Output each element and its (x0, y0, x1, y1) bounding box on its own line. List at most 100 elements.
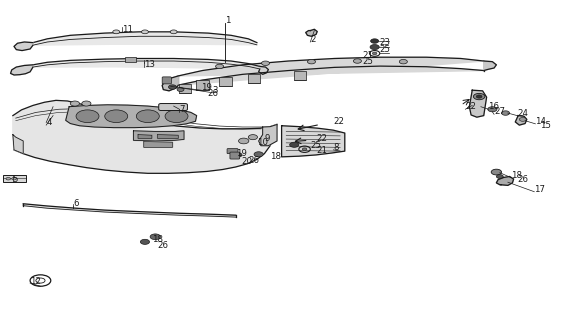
Bar (196, 80, 209, 90)
Circle shape (170, 30, 177, 34)
Text: 25: 25 (310, 141, 321, 150)
Circle shape (70, 101, 80, 106)
Bar (179, 84, 192, 93)
Circle shape (76, 110, 99, 123)
FancyBboxPatch shape (162, 77, 171, 84)
Polygon shape (496, 177, 514, 185)
Polygon shape (10, 65, 33, 75)
Bar (219, 77, 231, 86)
Circle shape (141, 30, 148, 34)
Polygon shape (33, 32, 257, 45)
Polygon shape (13, 100, 277, 173)
Bar (125, 57, 136, 62)
Circle shape (488, 107, 497, 112)
Circle shape (6, 178, 10, 180)
Polygon shape (13, 135, 23, 154)
Text: 27: 27 (494, 107, 505, 116)
Circle shape (150, 234, 160, 240)
Text: 2: 2 (310, 35, 316, 44)
Text: 26: 26 (158, 241, 168, 250)
Text: 4: 4 (46, 118, 52, 127)
Circle shape (519, 117, 526, 121)
Text: 22: 22 (466, 102, 477, 111)
Text: 22: 22 (334, 117, 344, 126)
Text: 1: 1 (226, 16, 231, 25)
Bar (294, 70, 306, 80)
Polygon shape (258, 124, 277, 146)
Polygon shape (23, 204, 235, 217)
Polygon shape (306, 29, 317, 36)
Polygon shape (66, 105, 197, 128)
FancyBboxPatch shape (230, 152, 239, 159)
Text: 16: 16 (488, 102, 499, 111)
Circle shape (308, 60, 316, 64)
Text: 19: 19 (201, 83, 212, 92)
FancyBboxPatch shape (2, 175, 25, 181)
Text: 22: 22 (316, 134, 327, 143)
Circle shape (261, 61, 269, 66)
FancyBboxPatch shape (159, 104, 188, 110)
Polygon shape (158, 135, 178, 139)
Text: 10: 10 (257, 138, 268, 147)
Polygon shape (33, 59, 260, 69)
Text: 25: 25 (362, 57, 373, 66)
Circle shape (12, 178, 16, 180)
Text: 26: 26 (248, 156, 259, 164)
Polygon shape (138, 135, 152, 139)
Circle shape (140, 239, 149, 244)
Polygon shape (133, 131, 184, 141)
Circle shape (254, 152, 263, 157)
Polygon shape (282, 126, 345, 157)
Circle shape (370, 39, 379, 43)
Text: 3: 3 (213, 86, 218, 95)
Polygon shape (258, 67, 268, 74)
Circle shape (302, 148, 307, 150)
Text: 9: 9 (264, 134, 270, 143)
Text: 12: 12 (30, 277, 41, 286)
Text: 26: 26 (517, 175, 528, 184)
Circle shape (105, 110, 128, 123)
Circle shape (165, 110, 188, 123)
Circle shape (372, 52, 377, 55)
Circle shape (113, 30, 119, 34)
Text: 18: 18 (511, 171, 522, 180)
Polygon shape (515, 116, 527, 125)
Text: 18: 18 (152, 236, 163, 244)
Circle shape (491, 169, 501, 175)
Circle shape (370, 44, 379, 50)
Text: 8: 8 (334, 143, 339, 152)
Circle shape (501, 111, 509, 115)
Circle shape (496, 175, 503, 178)
Circle shape (399, 60, 407, 64)
Text: 14: 14 (535, 117, 546, 126)
Text: 5: 5 (13, 174, 18, 184)
Polygon shape (144, 142, 173, 147)
Circle shape (476, 95, 482, 98)
Text: 26: 26 (207, 89, 218, 98)
Text: 6: 6 (73, 199, 78, 208)
Circle shape (216, 64, 224, 69)
Polygon shape (469, 90, 486, 117)
Polygon shape (162, 76, 178, 91)
Circle shape (290, 142, 299, 147)
Circle shape (82, 101, 91, 106)
Text: 11: 11 (122, 25, 133, 35)
Polygon shape (14, 42, 33, 51)
Polygon shape (484, 61, 496, 70)
Circle shape (234, 153, 242, 157)
Text: 25: 25 (379, 45, 390, 54)
Polygon shape (178, 57, 484, 85)
Bar (248, 74, 260, 83)
Text: 20: 20 (241, 157, 252, 166)
Text: 18: 18 (270, 152, 281, 161)
Circle shape (238, 138, 249, 144)
Text: 23: 23 (379, 38, 390, 47)
FancyBboxPatch shape (227, 148, 238, 154)
Circle shape (473, 93, 485, 100)
Text: 19: 19 (235, 149, 246, 158)
Circle shape (248, 135, 257, 140)
Text: 24: 24 (517, 108, 528, 117)
Circle shape (136, 110, 159, 123)
Circle shape (353, 59, 361, 63)
Circle shape (168, 85, 177, 89)
